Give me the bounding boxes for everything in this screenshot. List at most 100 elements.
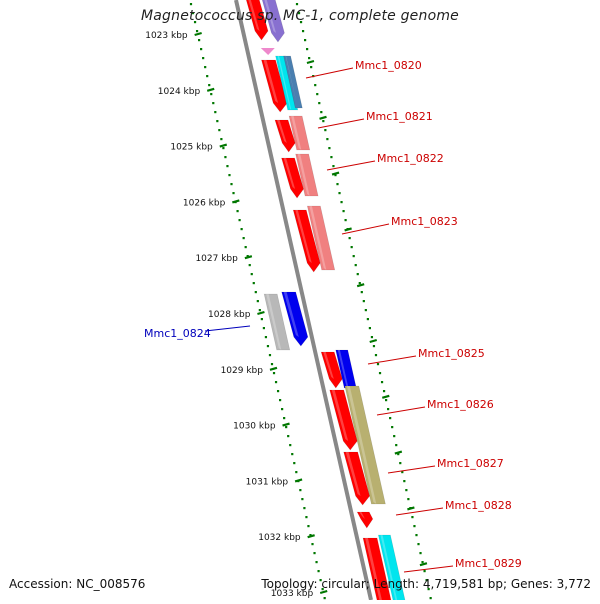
gene-block: [356, 511, 374, 529]
ruler-dot-right: [350, 246, 353, 249]
ruler-dot-right: [397, 453, 400, 456]
ruler-major-tick: [269, 366, 278, 371]
ruler-minor-tick: [381, 394, 390, 399]
gene-label-leader: [326, 160, 376, 171]
ruler-dot-left: [200, 48, 203, 51]
ruler-dot-left: [226, 165, 229, 168]
ruler-label: 1024 kbp: [158, 87, 201, 97]
ruler-dot-right: [405, 489, 408, 492]
gene-block: [344, 385, 386, 505]
ruler-dot-left: [262, 327, 265, 330]
gene-block: [295, 153, 319, 197]
ruler-dot-left: [242, 237, 245, 240]
ruler-dot-right: [391, 426, 394, 429]
ruler-dot-left: [250, 273, 253, 276]
accession-label: Accession: NC_008576: [9, 577, 146, 591]
ruler-minor-tick: [344, 227, 352, 232]
gene-block-shade: [323, 352, 334, 379]
ruler-dot-right: [354, 264, 357, 267]
ruler-dot-left: [272, 372, 276, 375]
ruler-dot-left: [206, 75, 209, 78]
ruler-dot-left: [193, 21, 197, 24]
ruler-dot-left: [222, 147, 225, 150]
ruler-dot-right: [399, 462, 402, 465]
gene-block-shade: [277, 120, 287, 143]
ruler-major-tick: [307, 534, 315, 539]
ruler-dot-left: [281, 408, 284, 411]
ruler-dot-left: [244, 246, 247, 249]
gene-block-shade: [297, 154, 310, 196]
ruler-dot-left: [307, 525, 310, 528]
ruler-dot-left: [216, 120, 219, 123]
ruler-dot-left: [195, 30, 199, 33]
ruler-minor-tick: [419, 562, 428, 567]
gene-block-shade: [365, 538, 383, 604]
ruler-label: 1030 kbp: [233, 422, 276, 432]
ruler-dot-right: [334, 174, 337, 177]
ruler-dot-left: [319, 579, 322, 582]
gene-block: [281, 291, 309, 347]
gene-block-shade: [291, 116, 302, 150]
gene-label-leader: [317, 118, 365, 129]
gene-block-shade: [283, 292, 299, 337]
ruler-minor-tick: [394, 450, 403, 455]
gene-block: [292, 209, 321, 273]
gene-label-leader: [376, 406, 426, 416]
ruler-dot-left: [309, 534, 312, 537]
ruler-label: 1031 kbp: [246, 477, 289, 487]
ruler-dot-left: [299, 489, 302, 492]
ruler-dot-left: [276, 390, 280, 393]
ruler-dot-right: [401, 471, 404, 474]
ruler-major-tick: [194, 31, 202, 37]
gene-block-shade: [266, 294, 282, 350]
ruler-dot-right: [328, 147, 331, 150]
ruler-dot-right: [411, 516, 414, 519]
gene-block: [261, 0, 285, 43]
ruler-minor-tick: [319, 115, 327, 120]
ruler-dot-left: [305, 516, 308, 519]
ruler-dot-left: [274, 381, 278, 384]
ruler-dot-right: [322, 120, 325, 123]
ruler-major-tick: [244, 255, 253, 260]
ruler-dot-left: [260, 318, 263, 321]
ruler-dot-left: [266, 345, 270, 348]
ruler-dot-left: [311, 543, 314, 546]
ruler-dot-right: [385, 399, 388, 402]
ruler-dot-right: [421, 561, 424, 564]
ruler-dot-left: [248, 264, 251, 267]
ruler-dot-left: [214, 111, 217, 114]
ruler-label: 1026 kbp: [183, 198, 226, 208]
ruler-label: 1025 kbp: [170, 143, 213, 153]
ruler-major-tick: [219, 143, 228, 148]
gene-label: Mmc1_0821: [366, 110, 433, 123]
ruler-dot-right: [382, 390, 386, 393]
ruler-dot-left: [212, 102, 215, 105]
gene-block: [378, 534, 407, 604]
gene-block-shade: [359, 512, 365, 519]
ruler-dot-left: [279, 399, 282, 402]
ruler-label: 1029 kbp: [221, 366, 264, 376]
gene-block-shade: [263, 60, 279, 103]
ruler-dot-right: [332, 165, 335, 168]
genome-axis: [234, 0, 373, 601]
gene-block-shade: [309, 206, 327, 270]
ruler-major-tick: [206, 87, 215, 92]
ruler-dot-left: [191, 12, 195, 15]
ruler-dot-left: [301, 498, 304, 501]
ruler-dot-left: [323, 597, 326, 600]
ruler-dot-left: [230, 183, 233, 186]
ruler-dot-left: [224, 156, 227, 159]
ruler-dot-left: [252, 282, 255, 285]
gene-label: Mmc1_0829: [455, 557, 522, 570]
ruler-dot-left: [236, 210, 239, 213]
ruler-dot-right: [376, 363, 380, 366]
gene-label: Mmc1_0826: [427, 398, 494, 411]
ruler-dot-right: [419, 552, 422, 555]
ruler-dot-left: [210, 93, 213, 96]
gene-label-leader: [387, 465, 436, 474]
ruler-dot-right: [362, 300, 365, 303]
ruler-dot-right: [301, 30, 305, 33]
ruler-dot-right: [395, 444, 398, 447]
ruler-dot-left: [208, 84, 211, 87]
